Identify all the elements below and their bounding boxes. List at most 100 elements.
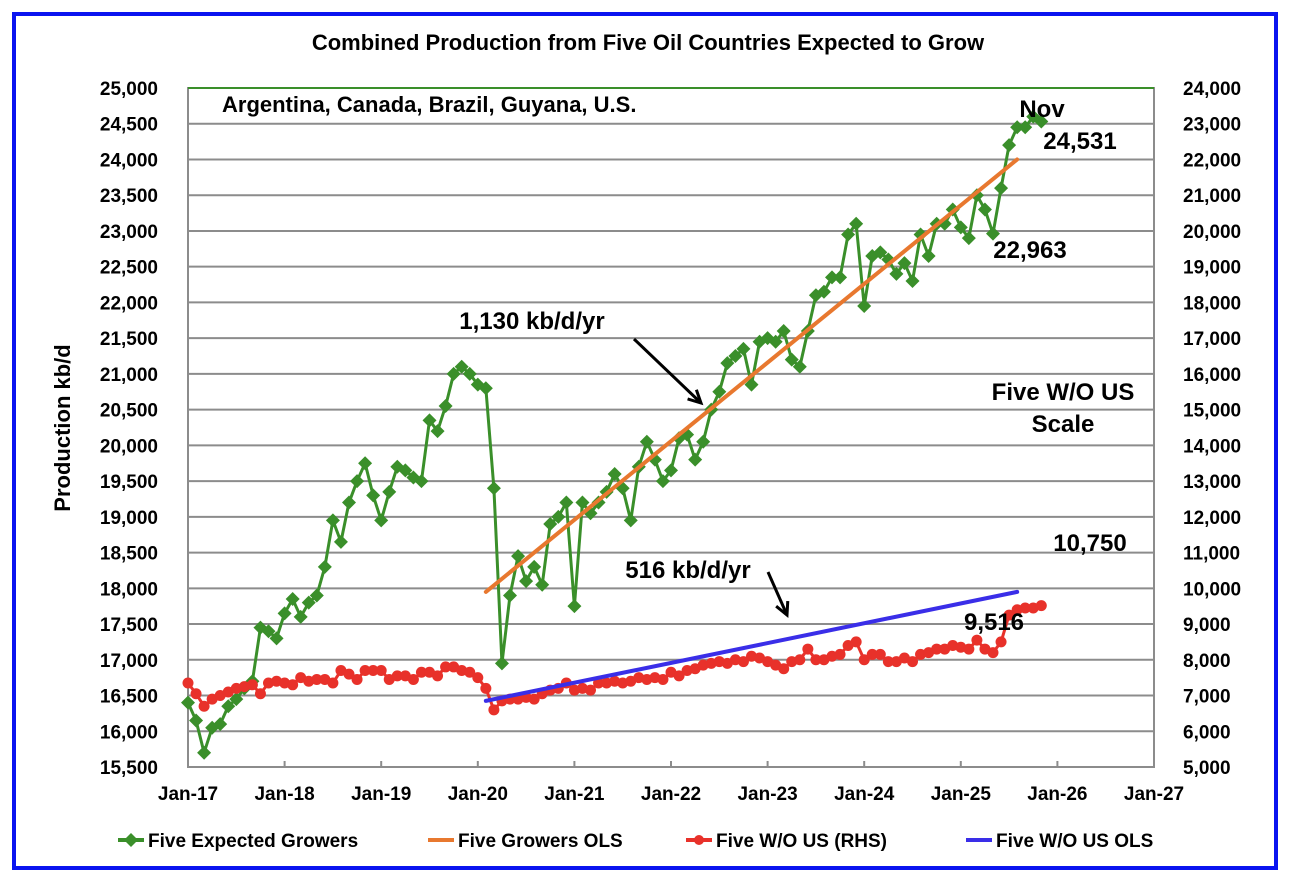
- annotation-label: 24,531: [1043, 128, 1116, 155]
- data-point: [696, 434, 711, 449]
- data-point: [559, 495, 574, 510]
- data-point: [293, 609, 308, 624]
- y2-tick-label: 23,000: [1183, 115, 1241, 136]
- data-point: [1002, 138, 1017, 153]
- five-w-o-us-ols-line: [483, 589, 1020, 703]
- y2-tick-label: 12,000: [1183, 508, 1241, 529]
- y-tick-label: 16,000: [100, 722, 158, 743]
- data-point: [407, 673, 419, 685]
- y-tick-label: 24,500: [100, 115, 158, 136]
- data-point: [511, 549, 526, 564]
- data-point: [367, 665, 379, 677]
- five-growers-ols-line: [483, 157, 1020, 594]
- data-point: [261, 624, 276, 639]
- data-point: [784, 352, 799, 367]
- y-tick-label: 19,500: [100, 472, 158, 493]
- ols-arrow: [632, 337, 703, 405]
- data-point: [285, 592, 300, 607]
- legend-label: Five W/O US (RHS): [716, 831, 887, 852]
- data-point: [1034, 114, 1049, 129]
- annotation-label: Five W/O US: [992, 379, 1135, 406]
- chart-title: Combined Production from Five Oil Countr…: [312, 30, 985, 55]
- y2-tick-label: 11,000: [1183, 544, 1240, 565]
- data-point: [480, 682, 492, 694]
- data-point: [472, 672, 484, 684]
- data-point: [309, 588, 324, 603]
- x-tick-label: Jan-23: [737, 784, 797, 805]
- y-tick-label: 23,500: [100, 186, 158, 207]
- legend-marker: [124, 833, 138, 847]
- data-point: [432, 670, 444, 682]
- data-point: [720, 356, 735, 371]
- data-point: [768, 334, 783, 349]
- data-point: [794, 654, 806, 666]
- y-tick-label: 20,000: [100, 436, 158, 457]
- data-point: [327, 677, 339, 689]
- y2-tick-label: 7,000: [1183, 687, 1231, 708]
- data-point: [254, 688, 266, 700]
- legend-marker: [694, 835, 704, 845]
- annotation-label: 22,963: [993, 237, 1066, 264]
- x-tick-label: Jan-25: [931, 784, 992, 805]
- data-point: [816, 284, 831, 299]
- series-layer: [181, 109, 1049, 760]
- data-point: [882, 656, 894, 668]
- data-point: [414, 474, 429, 489]
- data-point: [1010, 120, 1025, 135]
- y-tick-label: 21,500: [100, 329, 158, 350]
- data-point: [664, 463, 678, 478]
- y2-tick-label: 14,000: [1183, 436, 1241, 457]
- y-tick-label: 22,000: [100, 293, 158, 314]
- data-point: [1003, 609, 1015, 621]
- data-point: [375, 665, 387, 677]
- y2-tick-label: 20,000: [1183, 222, 1241, 243]
- data-point: [551, 509, 566, 524]
- y-tick-label: 18,000: [100, 579, 158, 600]
- data-point: [953, 220, 968, 235]
- x-tick-label: Jan-26: [1027, 784, 1087, 805]
- data-point: [977, 202, 992, 217]
- y2-tick-label: 15,000: [1183, 401, 1241, 422]
- data-point: [778, 663, 790, 675]
- data-point: [986, 226, 1000, 241]
- data-point: [221, 699, 236, 714]
- data-point: [430, 424, 445, 439]
- data-point: [607, 466, 622, 481]
- y-tick-label: 17,500: [100, 615, 158, 636]
- data-point: [889, 266, 904, 281]
- y-tick-label: 20,500: [100, 401, 158, 422]
- data-point: [825, 270, 839, 285]
- data-point: [737, 656, 749, 668]
- data-point: [462, 366, 477, 381]
- x-tick-label: Jan-21: [544, 784, 605, 805]
- data-point: [391, 670, 403, 682]
- data-point: [446, 366, 461, 381]
- annotation-label: 1,130 kb/d/yr: [459, 308, 604, 335]
- y-tick-label: 23,000: [100, 222, 158, 243]
- annotation-label: 10,750: [1053, 530, 1126, 557]
- data-point: [874, 648, 886, 660]
- data-point: [325, 513, 340, 528]
- y-tick-label: 19,000: [100, 508, 158, 529]
- data-point: [1018, 120, 1033, 135]
- data-point: [478, 381, 493, 396]
- data-point: [585, 684, 596, 696]
- data-point: [657, 673, 669, 685]
- data-point: [317, 559, 332, 574]
- y-axis-label: Production kb/d: [50, 344, 75, 511]
- subtitle: Argentina, Canada, Brazil, Guyana, U.S.: [222, 92, 636, 117]
- data-point: [776, 324, 791, 339]
- data-point: [535, 577, 550, 592]
- data-point: [528, 693, 540, 705]
- data-point: [995, 636, 1007, 648]
- ols-arrow-head: [687, 389, 704, 406]
- data-point: [850, 636, 862, 648]
- data-point: [1035, 600, 1047, 612]
- data-point: [931, 643, 943, 655]
- data-point: [655, 474, 670, 489]
- data-point: [488, 704, 500, 716]
- wo-us-ols-arrow: [766, 571, 789, 616]
- data-point: [575, 495, 590, 510]
- data-point: [494, 656, 509, 671]
